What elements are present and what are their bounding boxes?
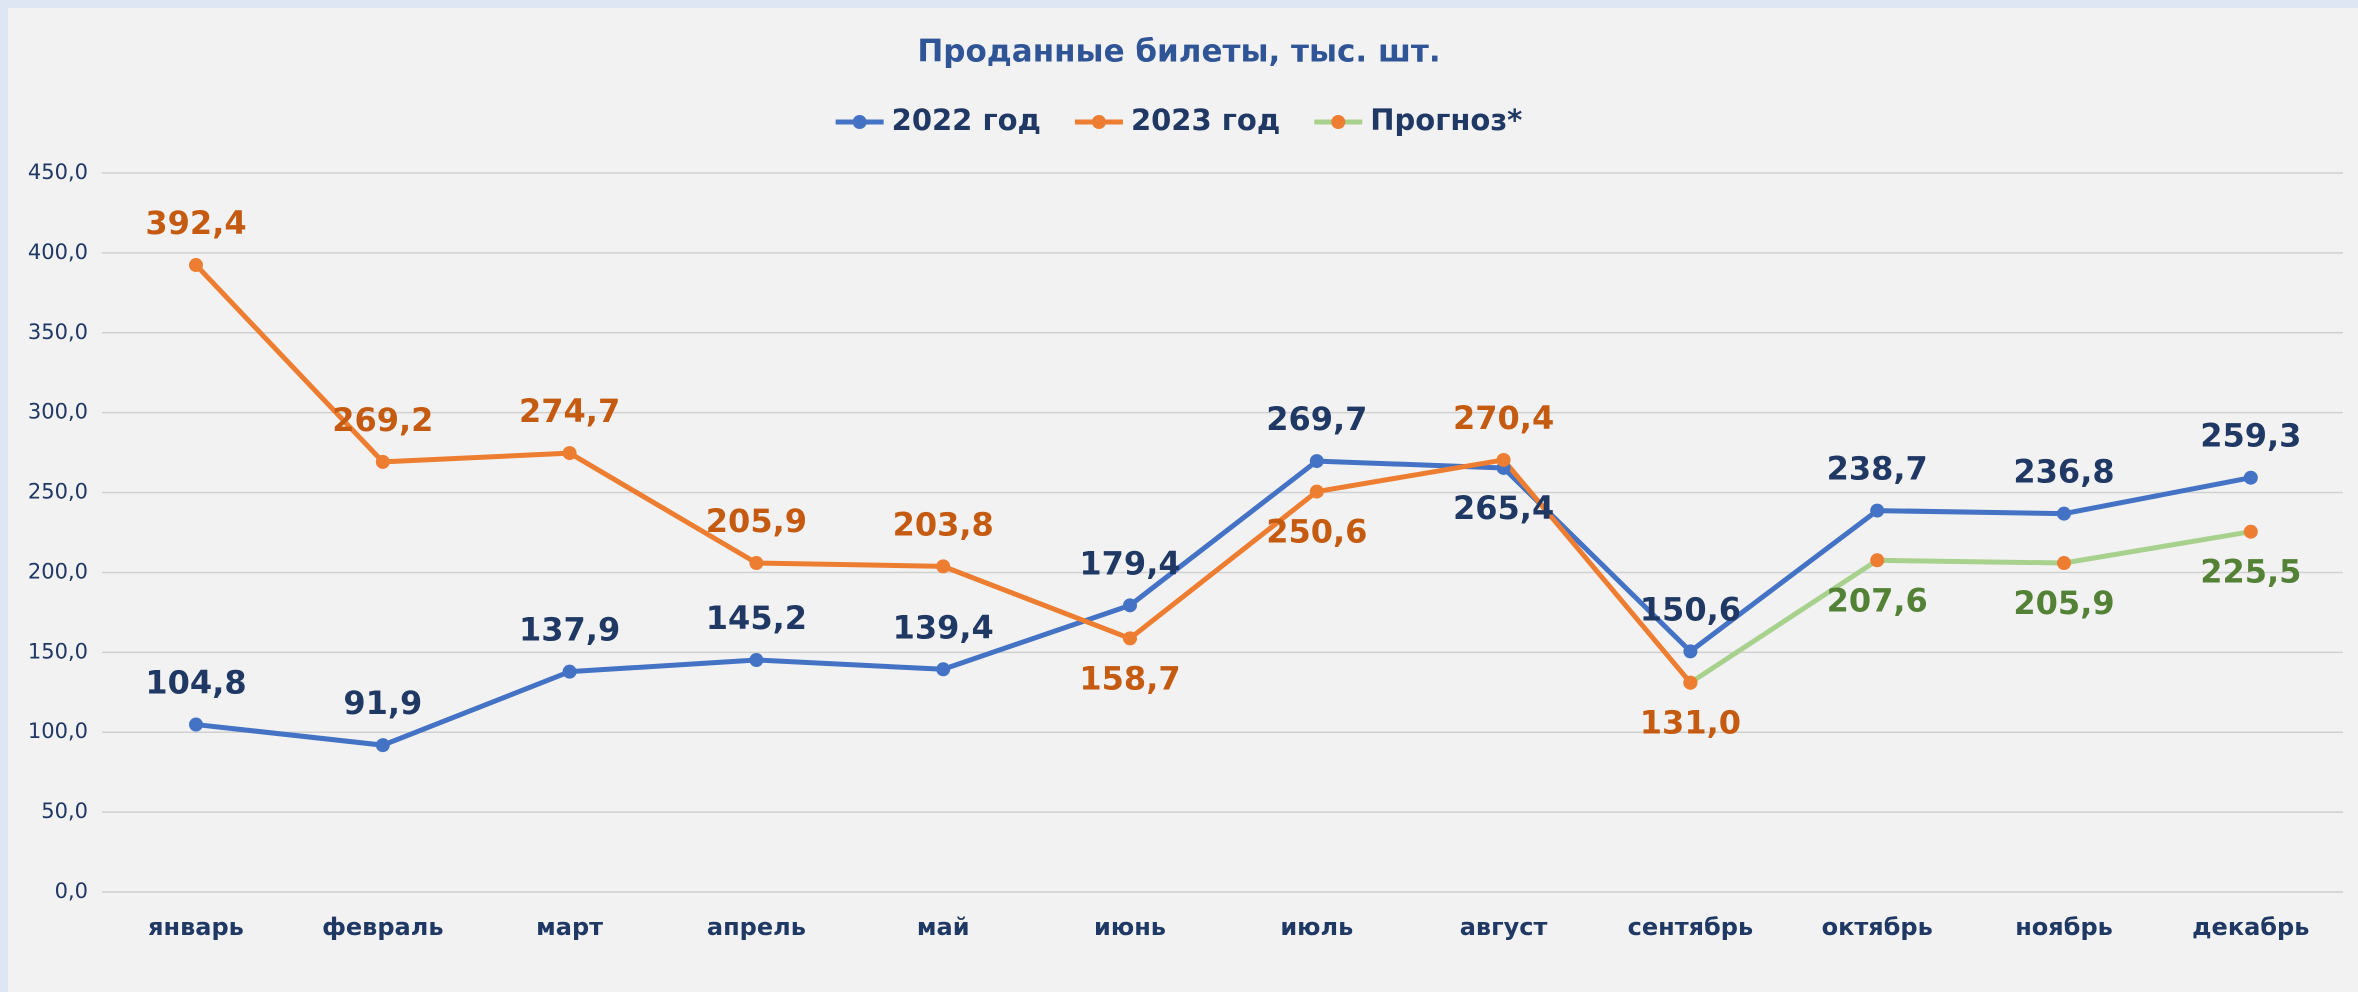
data-label: 91,9 <box>343 684 422 722</box>
y-tick-label: 400,0 <box>28 240 88 264</box>
legend-label: 2023 год <box>1131 103 1280 137</box>
y-tick-label: 450,0 <box>28 160 88 184</box>
x-tick-label: ноябрь <box>2015 913 2113 941</box>
data-label: 145,2 <box>706 599 807 637</box>
data-point <box>375 738 390 753</box>
x-tick-label: июль <box>1280 913 1353 941</box>
data-point <box>1123 631 1137 646</box>
y-tick-label: 100,0 <box>28 719 88 743</box>
series-line <box>1689 529 2252 685</box>
y-tick-label: 250,0 <box>28 480 88 504</box>
data-point <box>1496 452 1511 467</box>
data-point <box>562 446 577 461</box>
data-label: 179,4 <box>1079 544 1180 582</box>
legend-marker <box>1331 115 1346 129</box>
data-point <box>375 454 390 469</box>
data-point <box>189 717 203 732</box>
data-label: 270,4 <box>1453 399 1554 437</box>
data-label: 265,4 <box>1453 489 1554 527</box>
legend-label: 2022 год <box>892 103 1041 137</box>
y-tick-label: 350,0 <box>28 320 88 344</box>
x-tick-label: декабрь <box>2192 913 2309 941</box>
y-tick-label: 200,0 <box>28 559 88 583</box>
data-label: 269,7 <box>1266 400 1367 438</box>
data-point <box>2057 556 2071 571</box>
data-label: 205,9 <box>2013 584 2114 622</box>
x-tick-label: сентябрь <box>1628 913 1754 941</box>
chart-background <box>8 8 2358 992</box>
data-point <box>1683 644 1698 659</box>
data-point <box>2243 524 2258 539</box>
legend-label: Прогноз* <box>1370 103 1522 137</box>
x-tick-label: апрель <box>707 913 806 941</box>
data-label: 139,4 <box>893 608 994 646</box>
data-label: 203,8 <box>893 505 994 543</box>
data-point <box>936 662 951 677</box>
data-point <box>1870 503 1885 518</box>
legend-marker <box>852 115 867 129</box>
data-label: 205,9 <box>706 502 807 540</box>
data-label: 238,7 <box>1827 450 1928 488</box>
data-point <box>1309 454 1324 469</box>
data-point <box>562 664 577 679</box>
chart: Проданные билеты, тыс. шт. 0,0 50,0 100,0 1… <box>8 8 2358 992</box>
x-tick-label: март <box>536 913 603 941</box>
data-point <box>2243 470 2258 485</box>
data-label: 207,6 <box>1827 581 1928 619</box>
x-tick-label: февраль <box>322 913 443 941</box>
data-point <box>749 653 764 668</box>
y-tick-label: 50,0 <box>41 799 88 823</box>
series-line <box>195 458 2252 748</box>
data-label: 259,3 <box>2200 417 2301 455</box>
data-point <box>2057 506 2071 521</box>
y-tick-label: 300,0 <box>28 400 88 424</box>
data-point <box>936 559 951 574</box>
data-label: 131,0 <box>1640 704 1741 742</box>
data-point <box>1683 675 1698 690</box>
data-label: 250,6 <box>1266 513 1367 551</box>
x-tick-label: август <box>1460 913 1548 941</box>
data-point <box>189 258 203 273</box>
data-label: 274,7 <box>519 392 620 430</box>
data-point <box>1870 553 1885 568</box>
x-tick-label: июнь <box>1094 913 1166 941</box>
data-label: 104,8 <box>145 664 246 702</box>
data-label: 225,5 <box>2200 553 2301 591</box>
x-tick-label: октябрь <box>1822 913 1933 941</box>
data-point <box>749 556 764 571</box>
legend-marker <box>1091 115 1106 129</box>
y-tick-label: 0,0 <box>55 879 88 903</box>
data-label: 137,9 <box>519 611 620 649</box>
x-tick-label: май <box>917 913 970 941</box>
data-label: 158,7 <box>1079 659 1180 697</box>
y-tick-label: 150,0 <box>28 639 88 663</box>
data-label: 150,6 <box>1640 590 1741 628</box>
chart-title: Проданные билеты, тыс. шт. <box>917 34 1440 70</box>
data-point <box>1309 484 1324 499</box>
x-tick-label: январь <box>148 913 244 941</box>
data-label: 269,2 <box>332 401 433 439</box>
data-point <box>1123 598 1137 613</box>
data-label: 392,4 <box>145 204 246 242</box>
data-label: 236,8 <box>2013 453 2114 491</box>
